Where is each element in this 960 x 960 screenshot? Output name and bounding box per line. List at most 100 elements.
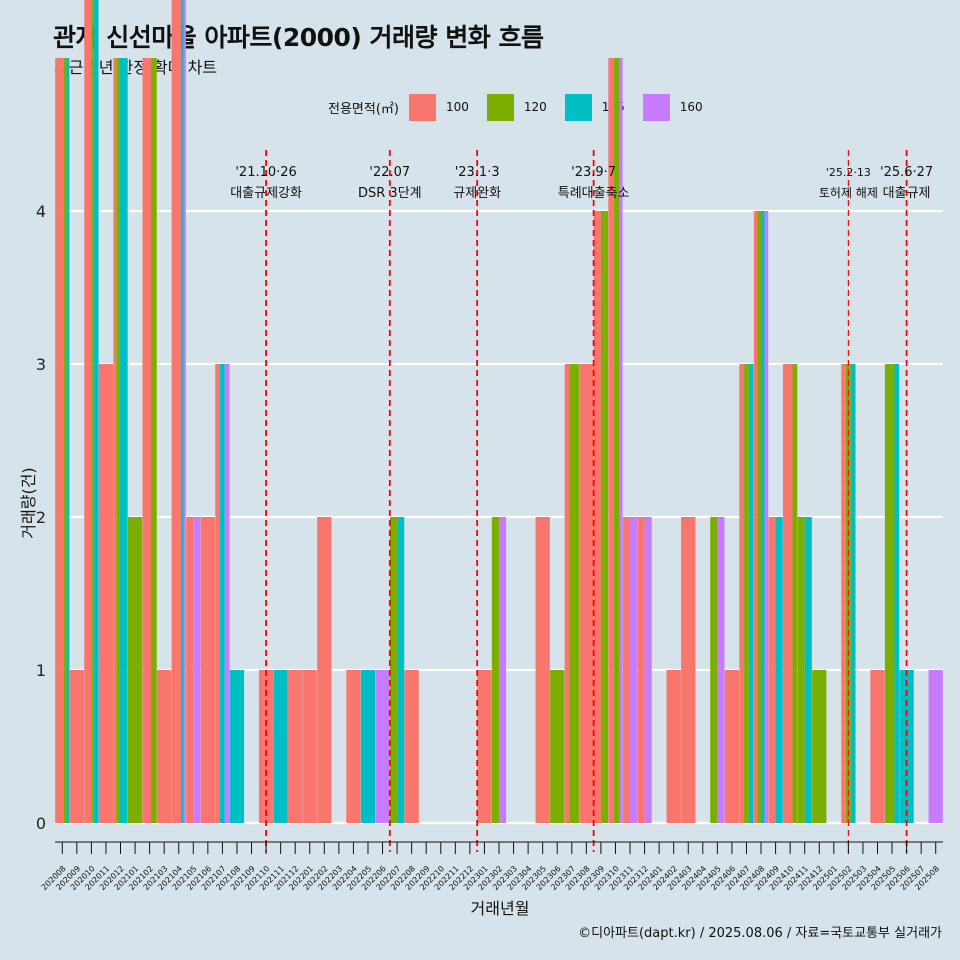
bar-120-202101 [127,517,143,823]
bar-100-202301 [477,670,492,823]
bar-135-202104 [181,0,184,823]
bar-120-202408 [757,211,762,823]
event-date-label: '25.6·27 [880,165,933,180]
bar-100-202305 [535,517,550,823]
legend-item-100: 100 [408,93,477,121]
bar-100-202202 [317,517,332,823]
bar-135-202012 [119,58,128,823]
bar-100-202307 [564,364,570,823]
bar-135-202205 [360,670,376,823]
bar-100-202502 [841,364,846,823]
bar-100-202102 [142,58,152,823]
bar-135-202207 [397,517,405,823]
bar-160-202107 [224,364,230,823]
event-date-label: '23.9·7 [571,165,616,180]
bar-100-202204 [346,670,361,823]
bar-100-202011 [98,364,114,823]
bar-100-202408 [753,211,758,823]
bar-100-202406 [724,670,740,823]
legend-item-120: 120 [486,93,555,121]
y-tick-label: 2 [36,508,46,527]
event-text-label: 대출규제 [883,186,931,201]
legend-swatch-160 [642,93,670,121]
bar-120-202307 [569,364,579,823]
event-text-label: 대출규제강화 [230,186,302,201]
bar-100-202310 [608,58,615,823]
bar-100-202012 [113,58,117,823]
bar-100-202312 [637,517,645,823]
bar-135-202108 [229,670,245,823]
bar-120-202309 [600,211,609,823]
bar-100-202504 [870,670,885,823]
bar-135-202111 [273,670,288,823]
source-caption: ©디아파트(dapt.kr) / 2025.08.06 / 자료=국토교통부 실… [578,926,942,941]
event-date-label: '25.2·13 [826,166,871,179]
y-axis-title: 거래량(건) [19,467,38,538]
event-text-label: 토허제 해제 [819,186,878,200]
bar-135-202506 [899,670,914,823]
legend-label-120: 120 [523,100,547,114]
bar-160-202206 [375,670,390,823]
x-axis-title: 거래년월 [471,899,530,918]
y-tick-label: 4 [36,202,46,221]
legend-swatch-120 [486,93,514,121]
bar-160-202105 [193,517,201,823]
legend-title: 전용면적(㎡) [328,101,399,117]
bar-100-202112 [288,670,303,823]
bar-120-202505 [884,364,895,823]
bar-120-202010 [91,0,94,823]
legend-swatch-135 [564,93,592,121]
bar-100-202010 [84,0,92,823]
legend-swatch-100 [408,93,436,121]
bar-120-202411 [797,517,805,823]
bar-135-202010 [93,0,99,823]
bar-100-202104 [171,0,182,823]
bar-100-202106 [200,517,215,823]
bar-100-202403 [681,517,696,823]
bar-135-202411 [804,517,812,823]
bar-160-202312 [644,517,652,823]
bar-135-202502 [850,364,856,823]
y-tick-label: 3 [36,355,46,374]
bar-160-202104 [183,0,186,823]
bar-120-202407 [744,364,749,823]
bar-100-202008 [55,58,64,823]
bar-100-202407 [739,364,745,823]
bar-120-202207 [389,517,398,823]
bar-120-202302 [491,517,499,823]
bar-120-202102 [151,58,157,823]
bar-100-202201 [302,670,317,823]
bar-100-202208 [404,670,419,823]
bar-160-202408 [764,211,769,823]
bar-100-202009 [69,670,84,823]
event-date-label: '22.07 [369,165,410,180]
legend-item-160: 160 [642,93,711,121]
event-date-label: '21.10·26 [235,165,296,180]
bar-160-202302 [499,517,507,823]
bar-135-202408 [761,211,765,823]
bar-120-202410 [792,364,798,823]
legend-label-160: 160 [679,100,703,114]
bar-100-202103 [157,670,172,823]
bar-100-202308 [579,364,594,823]
bar-135-202407 [748,364,754,823]
chart-title: 관저 신선마을 아파트(2000) 거래량 변화 흐름 [53,23,544,52]
bar-100-202410 [783,364,793,823]
bar-120-202310 [614,58,620,823]
bar-100-202309 [593,211,601,823]
y-tick-label: 1 [36,661,46,680]
event-text-label: 특례대출축소 [558,186,630,201]
legend: 전용면적(㎡) 100 120 135 160 [328,92,721,122]
bar-100-202402 [666,670,681,823]
bar-120-202405 [710,517,718,823]
bar-135-202107 [220,364,225,823]
bar-100-202107 [215,364,221,823]
bar-160-202405 [717,517,725,823]
bar-135-202505 [894,364,900,823]
bar-100-202105 [186,517,194,823]
bar-135-202409 [775,517,783,823]
bar-160-202508 [928,670,943,823]
bar-120-202412 [812,670,827,823]
legend-label-100: 100 [445,100,469,114]
